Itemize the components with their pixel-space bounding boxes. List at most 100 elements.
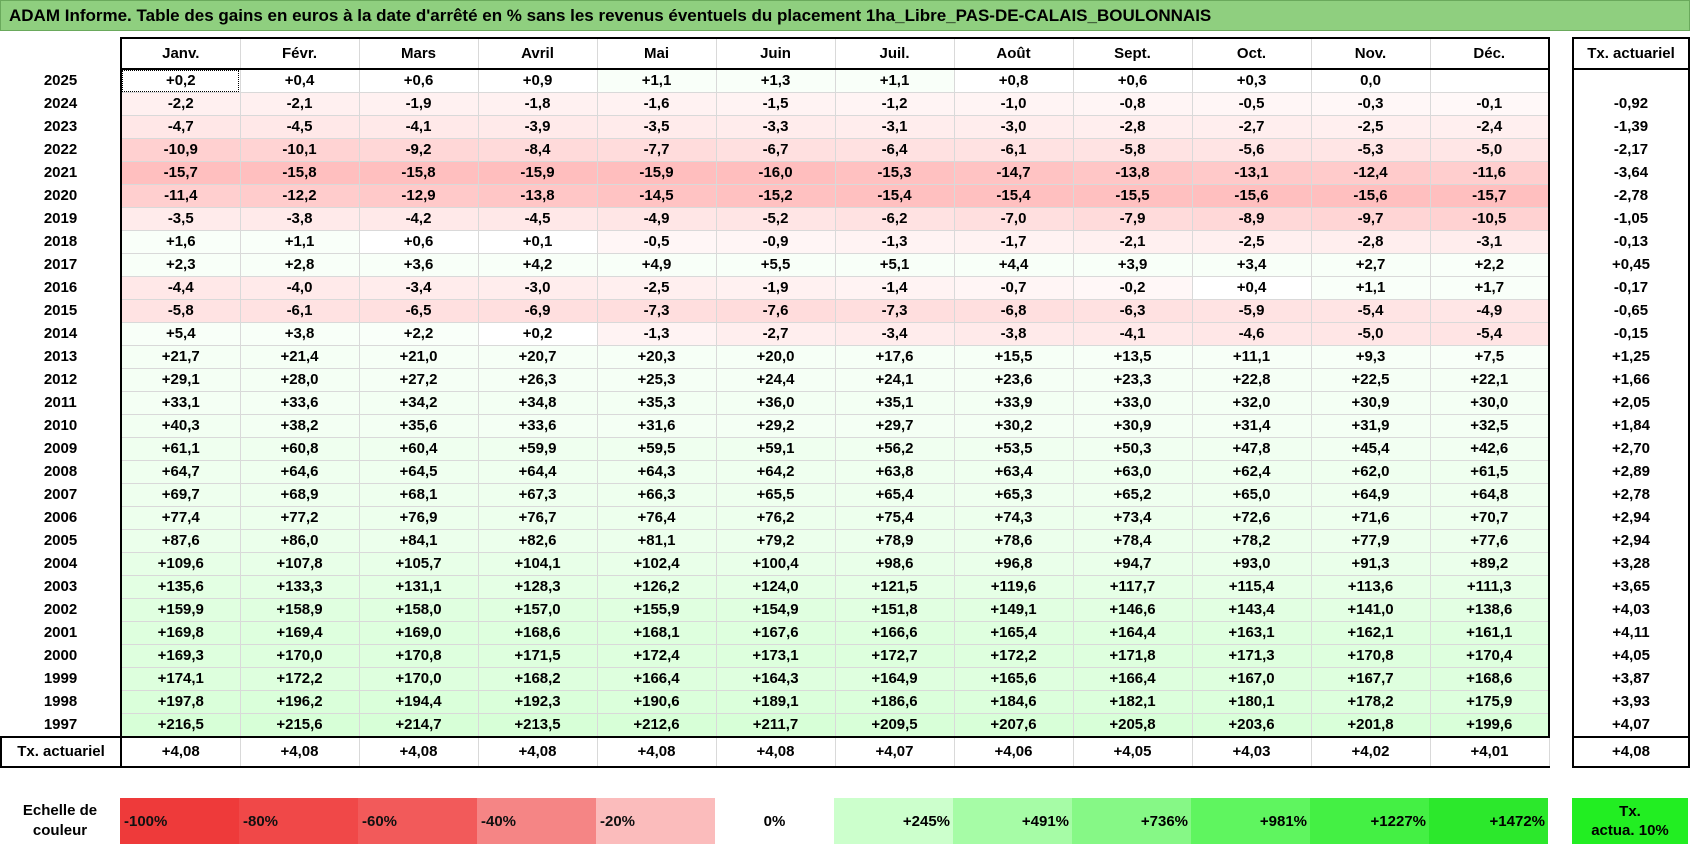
gain-cell: -5,0 bbox=[1430, 138, 1550, 162]
gain-cell: +26,3 bbox=[478, 368, 598, 392]
gain-cell: -9,7 bbox=[1311, 207, 1431, 231]
gain-cell: +91,3 bbox=[1311, 552, 1431, 576]
gain-cell: -1,0 bbox=[954, 92, 1074, 116]
column-gap bbox=[1549, 161, 1573, 185]
table-row: 2005 +87,6 +86,0 +84,1 +82,6 +81,1 +79,2 +78,9 +… bbox=[1, 529, 1690, 553]
tx-actuariel-cell: +2,78 bbox=[1572, 483, 1690, 507]
gain-cell: -15,7 bbox=[120, 161, 241, 185]
gain-cell: -0,1 bbox=[1430, 92, 1550, 116]
tx-actuariel-cell: +3,28 bbox=[1572, 552, 1690, 576]
gain-cell: +65,0 bbox=[1192, 483, 1312, 507]
gain-cell: +157,0 bbox=[478, 598, 598, 622]
year-label: 2003 bbox=[43, 578, 78, 595]
table-row: 2015 -5,8 -6,1 -6,5 -6,9 -7,3 -7,6 -7,3 -6,8 -6,3… bbox=[1, 299, 1690, 323]
gain-cell: +86,0 bbox=[240, 529, 360, 553]
gain-cell: +154,9 bbox=[716, 598, 836, 622]
gain-cell: +38,2 bbox=[240, 414, 360, 438]
gain-cell: +77,6 bbox=[1430, 529, 1550, 553]
gain-cell: +4,2 bbox=[478, 253, 598, 277]
header-row: Janv. Févr. Mars Avril Mai Juin Juil. Août Sept.… bbox=[1, 37, 1690, 70]
column-gap bbox=[1549, 69, 1573, 93]
gain-cell: -15,6 bbox=[1192, 184, 1312, 208]
gain-cell: -6,9 bbox=[478, 299, 598, 323]
gain-cell: +0,3 bbox=[1192, 69, 1312, 93]
gain-cell: +107,8 bbox=[240, 552, 360, 576]
year-label: 2013 bbox=[43, 348, 78, 365]
year-label: 2001 bbox=[43, 624, 78, 641]
year-label: 2007 bbox=[43, 486, 78, 503]
tx-actuariel-cell: -3,64 bbox=[1572, 161, 1690, 185]
table-row: 2004 +109,6 +107,8 +105,7 +104,1 +102,4 +100,4… bbox=[1, 552, 1690, 576]
gain-cell: -15,7 bbox=[1430, 184, 1550, 208]
gain-cell: +215,6 bbox=[240, 713, 360, 738]
column-gap bbox=[1549, 713, 1573, 737]
gain-cell: +45,4 bbox=[1311, 437, 1431, 461]
gain-cell: +63,0 bbox=[1073, 460, 1193, 484]
gain-cell: +126,2 bbox=[597, 575, 717, 599]
table-row: 2007 +69,7 +68,9 +68,1 +67,3 +66,3 +65,5 +65,4 +… bbox=[1, 483, 1690, 507]
gain-cell: +163,1 bbox=[1192, 621, 1312, 645]
gain-cell: -7,0 bbox=[954, 207, 1074, 231]
footer-cell: +4,08 bbox=[597, 736, 717, 768]
gain-cell: +168,6 bbox=[478, 621, 598, 645]
gain-cell: -4,5 bbox=[478, 207, 598, 231]
gain-cell: +60,8 bbox=[240, 437, 360, 461]
tx-actuariel-cell: +4,05 bbox=[1572, 644, 1690, 668]
scale-swatch: +736% bbox=[1072, 798, 1191, 844]
gain-cell: +63,4 bbox=[954, 460, 1074, 484]
gain-cell: +0,2 bbox=[478, 322, 598, 346]
gain-cell: +115,4 bbox=[1192, 575, 1312, 599]
gain-cell: +79,2 bbox=[716, 529, 836, 553]
gain-cell: +0,8 bbox=[954, 69, 1074, 93]
gain-cell: -0,9 bbox=[716, 230, 836, 254]
gain-cell: -1,5 bbox=[716, 92, 836, 116]
gain-cell: +25,3 bbox=[597, 368, 717, 392]
gain-cell: -3,1 bbox=[1430, 230, 1550, 254]
scale-swatch: -80% bbox=[239, 798, 358, 844]
gain-cell: +167,0 bbox=[1192, 667, 1312, 691]
gain-cell: +32,0 bbox=[1192, 391, 1312, 415]
gain-cell: +165,4 bbox=[954, 621, 1074, 645]
tx-actuariel-cell: +1,25 bbox=[1572, 345, 1690, 369]
gain-cell: +77,4 bbox=[120, 506, 241, 530]
gain-cell: +121,5 bbox=[835, 575, 955, 599]
tx-actuariel-cell: -0,13 bbox=[1572, 230, 1690, 254]
tx-actuariel-cell: -0,92 bbox=[1572, 92, 1690, 116]
footer-cell: +4,08 bbox=[240, 736, 360, 768]
gain-cell: +146,6 bbox=[1073, 598, 1193, 622]
gain-cell: +76,2 bbox=[716, 506, 836, 530]
gain-cell: +216,5 bbox=[120, 713, 241, 738]
column-gap bbox=[1549, 253, 1573, 277]
column-gap bbox=[1549, 345, 1573, 369]
table-row: 2019 -3,5 -3,8 -4,2 -4,5 -4,9 -5,2 -6,2 -7,0 -7,9… bbox=[1, 207, 1690, 231]
gain-cell: -2,8 bbox=[1073, 115, 1193, 139]
gain-cell: +53,5 bbox=[954, 437, 1074, 461]
gain-cell: +128,3 bbox=[478, 575, 598, 599]
gain-cell: -1,6 bbox=[597, 92, 717, 116]
gain-cell: +196,2 bbox=[240, 690, 360, 714]
column-gap bbox=[1549, 552, 1573, 576]
tx-actuariel-cell bbox=[1572, 69, 1690, 93]
gain-cell: +100,4 bbox=[716, 552, 836, 576]
year-label: 2018 bbox=[43, 233, 78, 250]
year-label: 2012 bbox=[43, 371, 78, 388]
gain-cell: +31,4 bbox=[1192, 414, 1312, 438]
gain-cell: -0,5 bbox=[1192, 92, 1312, 116]
scale-swatch: +245% bbox=[834, 798, 953, 844]
gain-cell: +2,8 bbox=[240, 253, 360, 277]
footer-cell: +4,02 bbox=[1311, 736, 1431, 768]
tx-actuariel-cell: +2,05 bbox=[1572, 391, 1690, 415]
tx-actuariel-cell: +1,84 bbox=[1572, 414, 1690, 438]
gain-cell: -14,5 bbox=[597, 184, 717, 208]
gain-cell: -1,9 bbox=[716, 276, 836, 300]
table-row: 2025 +0,2 +0,4 +0,6 +0,9 +1,1 +1,3 +1,1 +0,8 +0,6… bbox=[1, 69, 1690, 93]
gain-cell: -1,8 bbox=[478, 92, 598, 116]
gain-cell: +178,2 bbox=[1311, 690, 1431, 714]
tx-actuariel-cell: +4,03 bbox=[1572, 598, 1690, 622]
year-label: 2024 bbox=[43, 95, 78, 112]
gain-cell: +169,0 bbox=[359, 621, 479, 645]
gain-cell: +78,4 bbox=[1073, 529, 1193, 553]
gain-cell: -3,8 bbox=[954, 322, 1074, 346]
gain-cell: -11,4 bbox=[120, 184, 241, 208]
gain-cell: -5,9 bbox=[1192, 299, 1312, 323]
